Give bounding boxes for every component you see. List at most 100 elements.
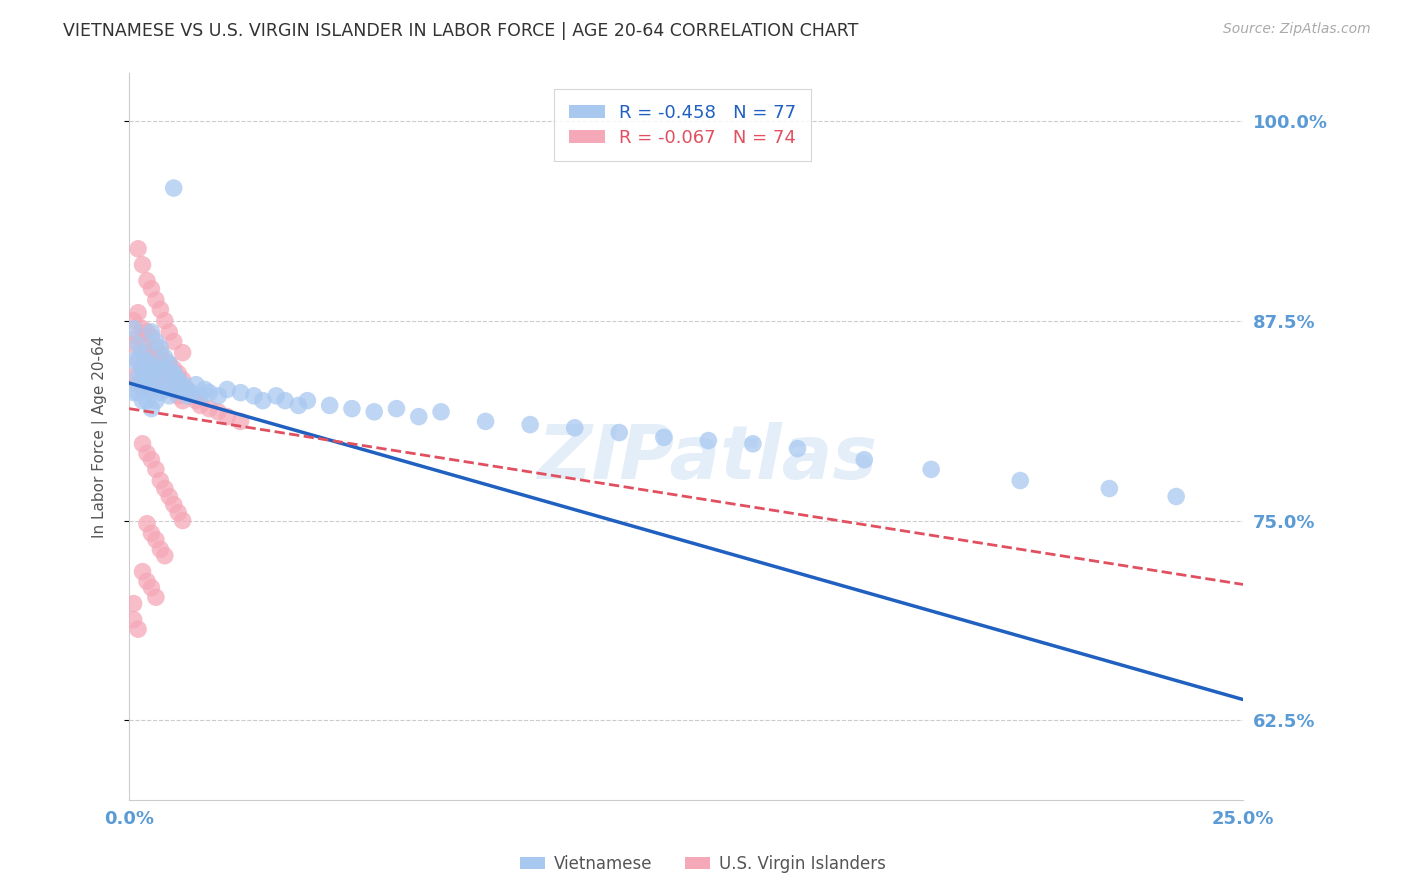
Point	[652, 430, 675, 444]
Point	[136, 353, 159, 368]
Point	[430, 405, 453, 419]
Point	[136, 274, 159, 288]
Point	[163, 383, 186, 397]
Point	[297, 393, 319, 408]
Point	[217, 409, 239, 424]
Point	[157, 373, 180, 387]
Point	[153, 373, 176, 387]
Point	[157, 357, 180, 371]
Point	[127, 353, 149, 368]
Point	[163, 334, 186, 349]
Point	[127, 306, 149, 320]
Point	[127, 369, 149, 384]
Point	[153, 353, 176, 368]
Point	[141, 357, 163, 371]
Point	[172, 377, 194, 392]
Point	[136, 345, 159, 359]
Point	[149, 302, 172, 317]
Point	[136, 377, 159, 392]
Point	[243, 389, 266, 403]
Point	[131, 393, 153, 408]
Point	[145, 361, 167, 376]
Point	[136, 393, 159, 408]
Point	[408, 409, 430, 424]
Point	[207, 389, 229, 403]
Point	[167, 506, 190, 520]
Point	[157, 377, 180, 392]
Point	[149, 542, 172, 557]
Point	[172, 514, 194, 528]
Point	[157, 389, 180, 403]
Point	[207, 405, 229, 419]
Point	[145, 341, 167, 355]
Point	[131, 369, 153, 384]
Point	[145, 383, 167, 397]
Point	[136, 574, 159, 589]
Point	[198, 401, 221, 416]
Point	[519, 417, 541, 432]
Point	[141, 452, 163, 467]
Point	[184, 377, 207, 392]
Point	[385, 401, 408, 416]
Point	[122, 314, 145, 328]
Point	[167, 389, 190, 403]
Point	[198, 385, 221, 400]
Point	[163, 383, 186, 397]
Point	[167, 373, 190, 387]
Point	[318, 399, 340, 413]
Point	[229, 385, 252, 400]
Point	[127, 337, 149, 351]
Point	[153, 549, 176, 563]
Point	[131, 377, 153, 392]
Point	[149, 385, 172, 400]
Point	[122, 322, 145, 336]
Point	[1010, 474, 1032, 488]
Point	[131, 437, 153, 451]
Point	[122, 385, 145, 400]
Point	[149, 367, 172, 381]
Point	[141, 526, 163, 541]
Point	[172, 345, 194, 359]
Point	[252, 393, 274, 408]
Point	[131, 361, 153, 376]
Point	[122, 613, 145, 627]
Point	[190, 389, 212, 403]
Point	[163, 361, 186, 376]
Point	[127, 377, 149, 392]
Point	[141, 581, 163, 595]
Point	[145, 361, 167, 376]
Point	[176, 383, 198, 397]
Point	[167, 367, 190, 381]
Point	[853, 452, 876, 467]
Point	[141, 369, 163, 384]
Point	[564, 421, 586, 435]
Point	[742, 437, 765, 451]
Point	[122, 369, 145, 384]
Point	[127, 622, 149, 636]
Point	[176, 383, 198, 397]
Point	[127, 329, 149, 343]
Point	[145, 462, 167, 476]
Point	[149, 474, 172, 488]
Point	[172, 373, 194, 387]
Legend: Vietnamese, U.S. Virgin Islanders: Vietnamese, U.S. Virgin Islanders	[513, 848, 893, 880]
Point	[122, 337, 145, 351]
Point	[131, 361, 153, 376]
Point	[127, 353, 149, 368]
Point	[163, 498, 186, 512]
Point	[141, 351, 163, 365]
Point	[131, 345, 153, 359]
Point	[153, 361, 176, 376]
Point	[122, 353, 145, 368]
Point	[145, 533, 167, 547]
Point	[157, 325, 180, 339]
Point	[131, 383, 153, 397]
Point	[131, 565, 153, 579]
Y-axis label: In Labor Force | Age 20-64: In Labor Force | Age 20-64	[93, 335, 108, 538]
Point	[145, 393, 167, 408]
Point	[163, 367, 186, 381]
Point	[180, 389, 202, 403]
Point	[153, 482, 176, 496]
Point	[229, 414, 252, 428]
Point	[141, 282, 163, 296]
